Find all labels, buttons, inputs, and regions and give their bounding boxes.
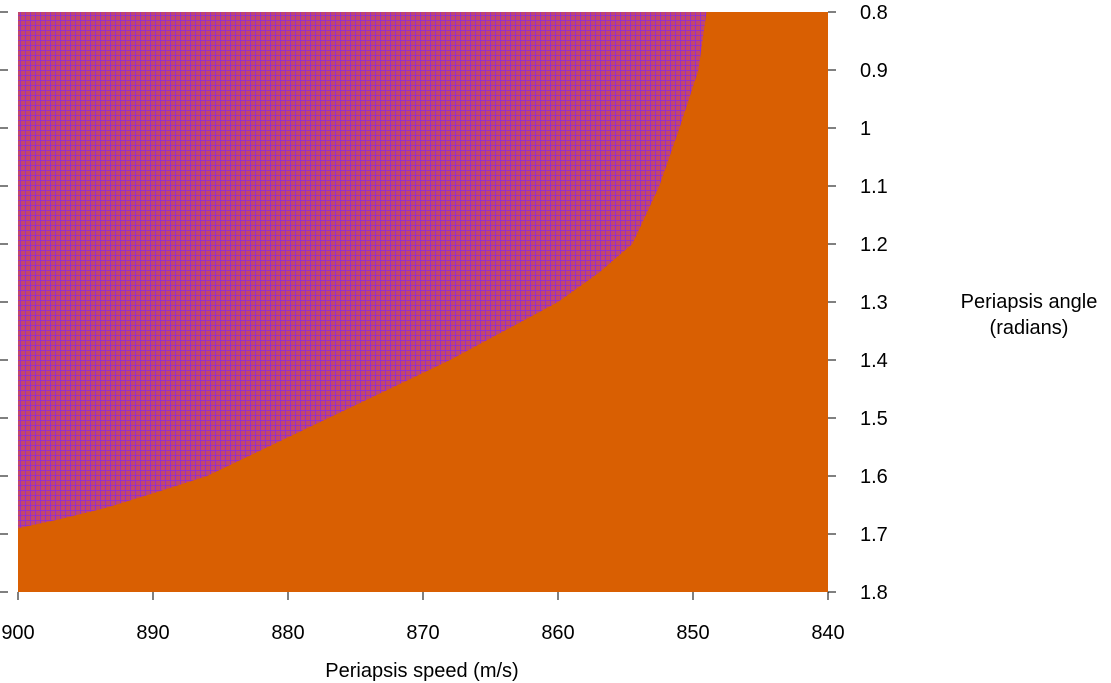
y-tick-label: 1.8	[860, 582, 888, 604]
y-tick-label: 1.2	[860, 234, 888, 256]
y-tick-label: 1.4	[860, 350, 888, 372]
y-axis-ticks: 0.8 0.9 1 1.1 1.2 1.3 1.4 1.5 1.6 1.7 1.8	[0, 2, 888, 604]
x-tick-label: 900	[1, 622, 34, 644]
y-tick-label: 1.6	[860, 466, 888, 488]
x-tick-label: 870	[406, 622, 439, 644]
y-tick-label: 1.5	[860, 408, 888, 430]
x-tick-label: 860	[541, 622, 574, 644]
y-axis-label-line1: Periapsis angle	[961, 291, 1098, 313]
x-axis-label: Periapsis speed (m/s)	[325, 660, 518, 682]
y-tick-label: 0.8	[860, 2, 888, 24]
x-tick-label: 840	[811, 622, 844, 644]
x-tick-label: 890	[136, 622, 169, 644]
x-tick-label: 880	[271, 622, 304, 644]
x-tick-label: 850	[676, 622, 709, 644]
y-axis-label-line2: (radians)	[990, 317, 1069, 339]
plot-area	[18, 12, 828, 592]
y-tick-label: 1.1	[860, 176, 888, 198]
region-inside	[18, 12, 707, 529]
x-axis-ticks: 900 890 880 870 860 850 840	[1, 592, 845, 644]
y-tick-label: 1.3	[860, 292, 888, 314]
y-tick-label: 1.7	[860, 524, 888, 546]
y-tick-label: 1	[860, 118, 871, 140]
y-tick-label: 0.9	[860, 60, 888, 82]
